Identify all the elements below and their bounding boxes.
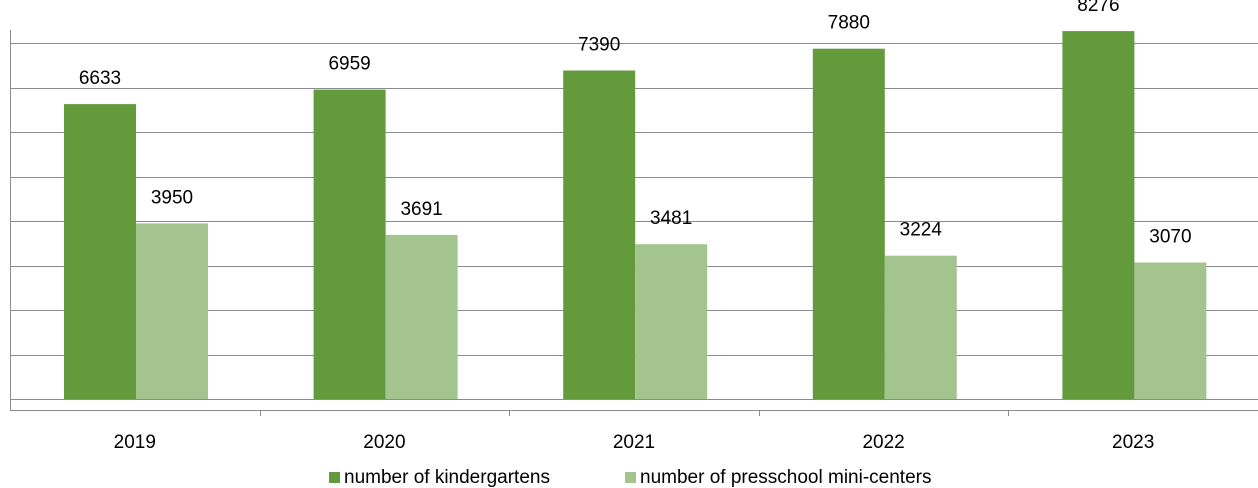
data-label: 6633 [79, 68, 121, 89]
data-label: 7880 [828, 13, 870, 34]
bar [1134, 262, 1207, 399]
bar [563, 70, 636, 399]
data-labels: 6633 3950 6959 3691 7390 3481 7880 3224 8276 3070 [79, 0, 1192, 248]
x-tick-label: 2021 [613, 432, 655, 453]
data-label: 3070 [1149, 227, 1191, 248]
legend-swatch [625, 472, 636, 483]
data-label: 3691 [400, 199, 442, 220]
legend-label: number of kindergartens [344, 467, 550, 488]
legend-swatch [329, 472, 340, 483]
x-tick-label: 2022 [862, 432, 904, 453]
data-label: 6959 [328, 54, 370, 75]
bars [64, 31, 1207, 399]
data-label: 3481 [650, 208, 692, 229]
bar [64, 104, 136, 399]
x-tick-label: 2019 [114, 432, 156, 453]
bar [385, 234, 458, 399]
bar [812, 48, 885, 399]
data-label: 8276 [1077, 0, 1119, 16]
data-label: 3224 [900, 220, 943, 241]
bar [1062, 31, 1135, 399]
x-tick-label: 2020 [363, 432, 405, 453]
x-tick-label: 2023 [1112, 432, 1154, 453]
legend-label: number of presschool mini-centers [640, 467, 931, 488]
data-label: 3950 [151, 187, 193, 208]
bar [136, 223, 208, 399]
legend: number of kindergartens number of pressch… [329, 467, 931, 488]
data-label: 7390 [578, 35, 620, 56]
x-axis: 2019 2020 2021 2022 2023 [10, 410, 1258, 453]
bar [635, 244, 708, 399]
bar [884, 255, 957, 399]
bar [313, 89, 386, 399]
